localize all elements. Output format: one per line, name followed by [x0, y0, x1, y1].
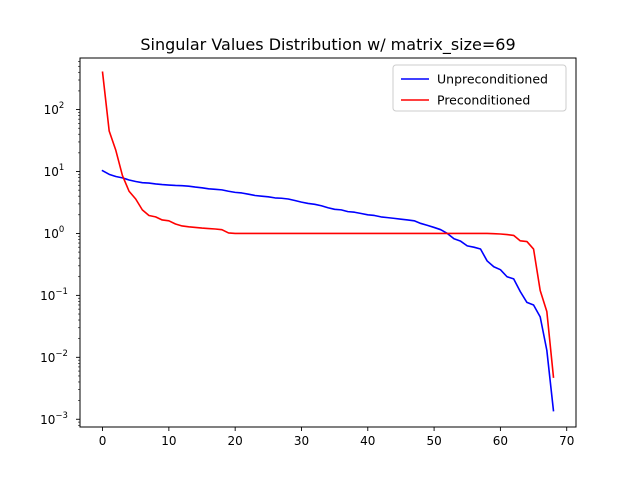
- legend-frame: [392, 64, 567, 112]
- y-tick-label: 10−3: [40, 411, 68, 427]
- legend: Unpreconditioned Preconditioned: [392, 64, 567, 112]
- x-tick-label: 60: [493, 434, 508, 448]
- y-tick-label: 100: [44, 225, 65, 241]
- legend-label-preconditioned: Preconditioned: [437, 93, 530, 108]
- x-tick-label: 10: [161, 434, 176, 448]
- y-tick-label: 101: [44, 163, 65, 179]
- y-tick-label: 10−2: [40, 349, 68, 365]
- chart-title: Singular Values Distribution w/ matrix_s…: [140, 35, 515, 55]
- x-tick-label: 30: [294, 434, 309, 448]
- x-tick-label: 50: [426, 434, 441, 448]
- y-axis: 10−3 10−2 10−1 100 101 102: [40, 61, 80, 427]
- axes-frame: [79, 57, 577, 428]
- x-tick-label: 20: [228, 434, 243, 448]
- y-tick-label: 10−1: [40, 287, 68, 303]
- x-tick-label: 0: [99, 434, 107, 448]
- series-line-preconditioned: [101, 71, 555, 378]
- plot-area: [79, 57, 577, 428]
- x-tick-label: 40: [360, 434, 375, 448]
- y-tick-label: 102: [44, 101, 65, 117]
- series-lines: [101, 71, 555, 412]
- x-tick-label: 70: [559, 434, 574, 448]
- series-line-unpreconditioned: [101, 169, 555, 412]
- legend-label-unpreconditioned: Unpreconditioned: [437, 72, 548, 87]
- x-axis: 0 10 20 30 40 50 60 70: [99, 427, 574, 448]
